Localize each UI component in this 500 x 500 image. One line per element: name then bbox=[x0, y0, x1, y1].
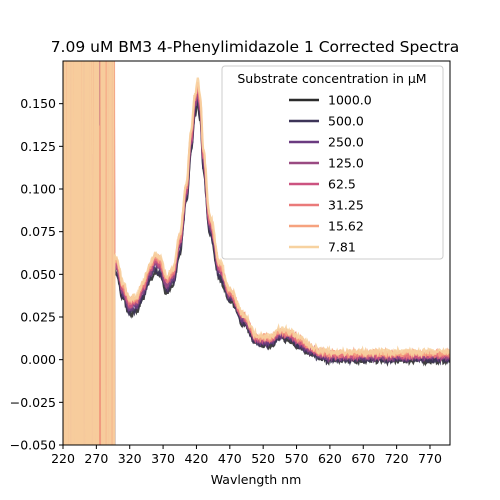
x-tick-label: 620 bbox=[318, 451, 342, 466]
legend-label: 15.62 bbox=[328, 219, 364, 234]
y-tick-label: 0.025 bbox=[20, 310, 56, 325]
y-tick-label: 0.100 bbox=[20, 182, 56, 197]
x-tick-label: 370 bbox=[151, 451, 175, 466]
legend-label: 125.0 bbox=[328, 156, 364, 171]
y-axis: −0.050 −0.025 0.000 0.025 0.050 0.075 0.100 0.1… bbox=[10, 96, 63, 453]
x-tick-label: 770 bbox=[418, 451, 442, 466]
chart-title: 7.09 uM BM3 4-Phenylimidazole 1 Correcte… bbox=[51, 38, 460, 56]
legend-label: 250.0 bbox=[328, 135, 364, 150]
y-tick-label: 0.000 bbox=[20, 352, 56, 367]
x-tick-label: 570 bbox=[285, 451, 309, 466]
x-tick-label: 270 bbox=[84, 451, 108, 466]
x-axis-label: Wavlength nm bbox=[211, 472, 302, 487]
legend-label: 1000.0 bbox=[328, 93, 372, 108]
plot-frame bbox=[62, 60, 451, 446]
y-tick-label: 0.125 bbox=[20, 139, 56, 154]
x-tick-label: 520 bbox=[251, 451, 275, 466]
y-tick-label: 0.075 bbox=[20, 224, 56, 239]
x-tick-label: 320 bbox=[118, 451, 142, 466]
legend-title: Substrate concentration in μM bbox=[237, 71, 426, 86]
series-line-7.81 bbox=[63, 61, 450, 445]
legend: Substrate concentration in μM 1000.0 500.… bbox=[221, 65, 444, 260]
y-tick-label: 0.050 bbox=[20, 267, 56, 282]
y-tick-label: 0.150 bbox=[20, 96, 56, 111]
legend-label: 31.25 bbox=[328, 198, 364, 213]
legend-label: 500.0 bbox=[328, 114, 364, 129]
x-tick-label: 670 bbox=[351, 451, 375, 466]
legend-label: 62.5 bbox=[328, 177, 356, 192]
legend-box bbox=[221, 65, 444, 260]
x-tick-label: 720 bbox=[385, 451, 409, 466]
y-tick-label: −0.025 bbox=[10, 395, 56, 410]
series-layer bbox=[63, 61, 450, 445]
legend-label: 7.81 bbox=[328, 240, 356, 255]
x-tick-label: 220 bbox=[51, 451, 75, 466]
x-tick-label: 420 bbox=[185, 451, 209, 466]
x-tick-label: 470 bbox=[218, 451, 242, 466]
x-axis: 220 270 320 370 420 470 520 570 620 670 720 770 bbox=[51, 445, 442, 466]
y-tick-label: −0.050 bbox=[10, 438, 56, 453]
